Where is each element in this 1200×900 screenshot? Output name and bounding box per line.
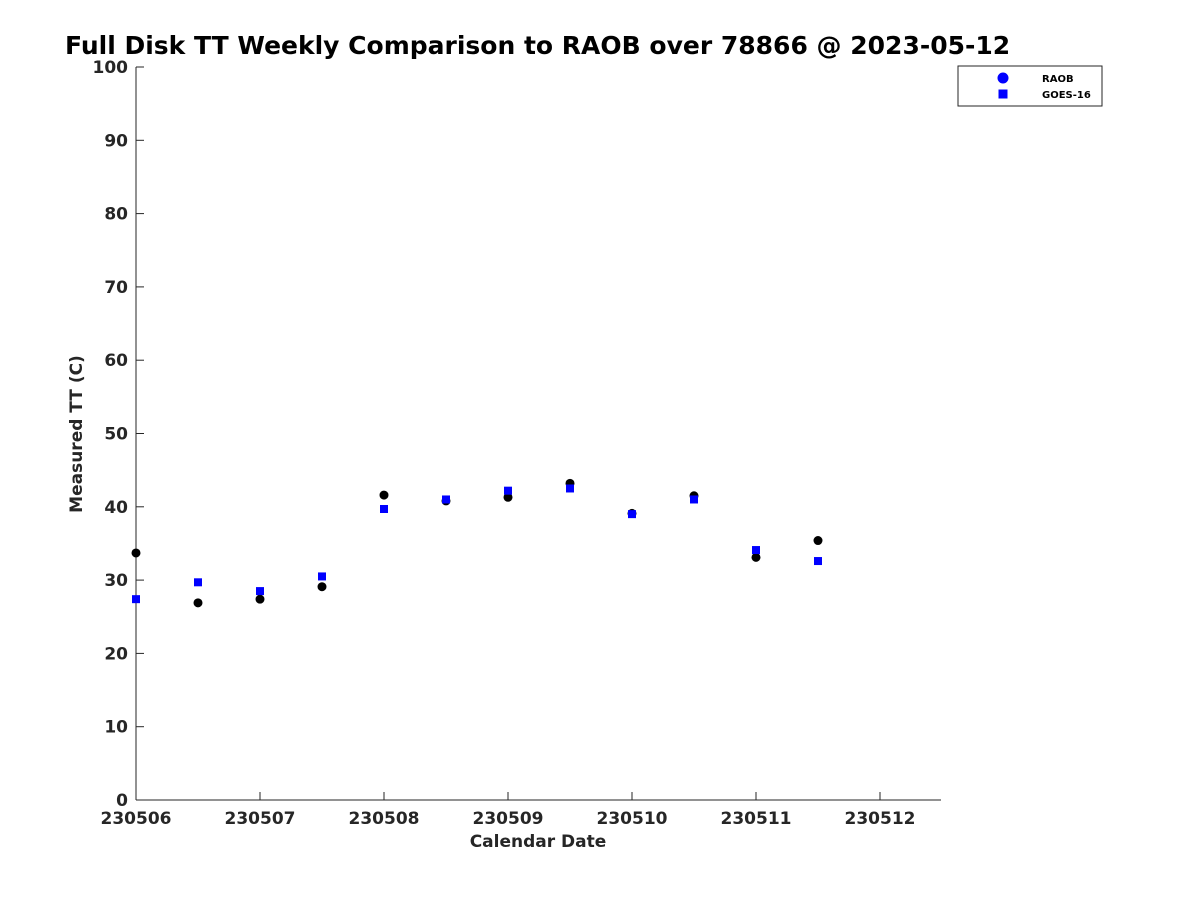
x-tick-label: 230509 <box>473 809 544 829</box>
raob-point <box>255 594 265 604</box>
axes <box>135 67 941 801</box>
x-tick-label: 230507 <box>225 809 296 829</box>
y-tick-label: 40 <box>104 498 128 518</box>
goes-16-point <box>628 510 636 519</box>
legend-raob-marker <box>997 72 1009 84</box>
data-markers <box>131 478 823 608</box>
goes-16-point <box>752 546 760 555</box>
x-tick-label: 230508 <box>349 809 420 829</box>
raob-point <box>751 552 761 562</box>
legend-box <box>957 65 1103 107</box>
goes-16-point <box>504 486 512 495</box>
y-tick-label: 90 <box>104 131 128 151</box>
goes-16-point <box>814 557 822 566</box>
goes-16-point <box>318 572 326 581</box>
y-tick-label: 60 <box>104 351 128 371</box>
raob-point <box>813 536 823 546</box>
y-tick-label: 50 <box>104 425 128 445</box>
y-tick-label: 70 <box>104 278 128 298</box>
x-tick-label: 230511 <box>721 809 792 829</box>
raob-point <box>193 598 203 608</box>
legend-goes16-marker <box>998 89 1008 99</box>
x-tick-label: 230510 <box>597 809 668 829</box>
goes-16-point <box>256 587 264 596</box>
x-axis-label: Calendar Date <box>470 832 607 852</box>
y-axis-label: Measured TT (C) <box>67 355 87 513</box>
y-tick-label: 10 <box>104 718 128 738</box>
y-tick-label: 30 <box>104 571 128 591</box>
goes-16-point <box>194 578 202 587</box>
x-ticks: 230506 230507 230508 230509 230510 230511 2305… <box>101 792 916 829</box>
legend-raob-label: RAOB <box>1042 74 1074 85</box>
chart-title: Full Disk TT Weekly Comparison to RAOB o… <box>65 31 1010 60</box>
y-tick-label: 100 <box>93 58 129 78</box>
x-tick-label: 230512 <box>845 809 916 829</box>
y-tick-label: 0 <box>116 791 128 811</box>
goes-16-point <box>566 484 574 493</box>
goes-16-point <box>132 595 140 604</box>
goes-16-point <box>442 495 450 504</box>
y-tick-label: 20 <box>104 644 128 664</box>
legend-goes16-label: GOES-16 <box>1042 90 1091 101</box>
raob-point <box>131 548 141 558</box>
goes-16-point <box>690 495 698 504</box>
goes-16-point <box>380 504 388 513</box>
y-tick-label: 80 <box>104 205 128 225</box>
legend: RAOB GOES-16 <box>957 65 1103 107</box>
y-ticks: 0 10 20 30 40 50 60 70 80 90 100 <box>93 58 144 811</box>
raob-point <box>379 490 389 500</box>
x-tick-label: 230506 <box>101 809 172 829</box>
raob-point <box>317 582 327 592</box>
